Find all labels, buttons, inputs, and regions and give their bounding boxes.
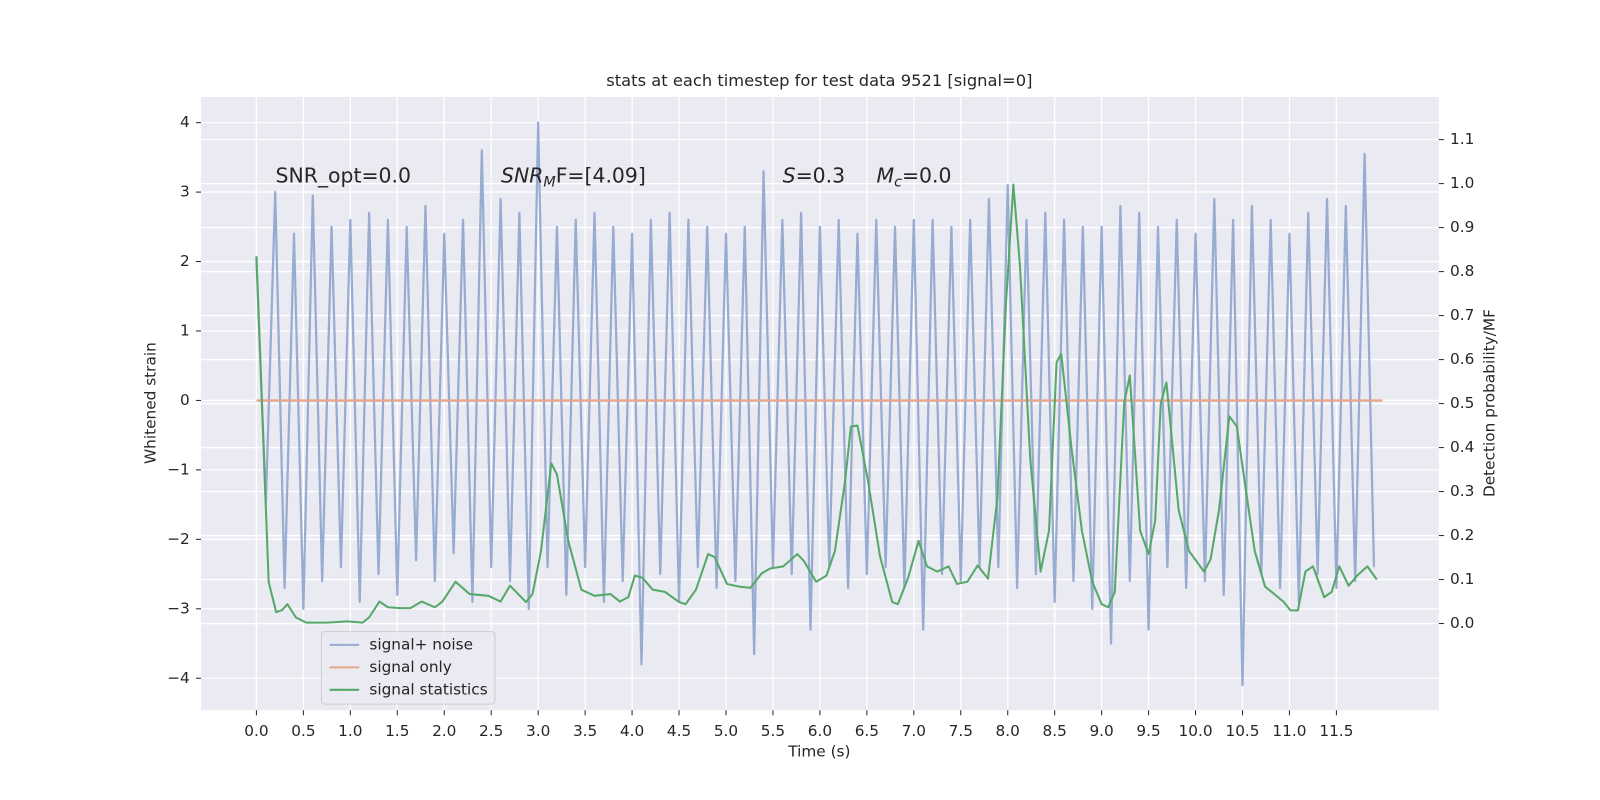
x-tick-label: 3.5 [573,722,597,740]
y2-tick-label: 0.8 [1450,262,1474,280]
x-tick-label: 6.0 [808,722,832,740]
annotation-text: F=[4.09] [556,164,646,188]
y-tick-label: −3 [167,599,190,617]
x-tick-label: 7.5 [949,722,973,740]
x-tick-label: 5.0 [714,722,738,740]
legend-label: signal+ noise [369,635,473,653]
y2-axis-label: Detection probability/MF [1480,309,1498,497]
annotation: Mc=0.0 [877,164,952,191]
annotation-text: S [783,164,796,188]
x-tick-label: 0.5 [291,722,315,740]
annotation: SNR_opt=0.0 [276,164,412,189]
x-tick-label: 10.5 [1225,722,1259,740]
annotation-text: SNR_opt=0.0 [276,164,412,189]
x-tick-label: 2.0 [432,722,456,740]
y2-tick-label: 0.5 [1450,394,1474,412]
y-tick-label: 1 [180,321,190,339]
y2-tick-label: 0.1 [1450,570,1474,588]
y2-tick-label: 0.0 [1450,614,1474,632]
x-tick-label: 11.0 [1272,722,1306,740]
y-tick-label: −2 [167,530,190,548]
legend-label: signal only [369,658,451,676]
x-tick-label: 4.0 [620,722,644,740]
annotation-text: =0.3 [796,164,846,188]
annotation-subscript: c [894,175,902,191]
x-axis-label: Time (s) [787,743,850,761]
x-tick-label: 2.5 [479,722,503,740]
y-tick-label: −4 [167,669,190,687]
x-tick-label: 7.0 [902,722,926,740]
y2-tick-label: 0.7 [1450,306,1474,324]
series-line [255,121,1376,687]
y2-tick-label: 0.4 [1450,438,1474,456]
y2-tick-label: 0.3 [1450,482,1474,500]
x-tick-label: 0.0 [244,722,268,740]
y2-tick-label: 0.9 [1450,218,1474,236]
x-tick-label: 3.0 [526,722,550,740]
y2-tick-label: 0.2 [1450,526,1474,544]
x-tick-label: 6.5 [855,722,879,740]
y-tick-label: 0 [180,391,190,409]
annotation-subscript: M [543,175,555,191]
x-tick-label: 5.5 [761,722,785,740]
chart-title: stats at each timestep for test data 952… [606,71,1032,90]
y-tick-label: 4 [180,113,190,131]
y2-tick-label: 0.6 [1450,350,1474,368]
x-tick-label: 9.0 [1089,722,1113,740]
x-tick-label: 9.5 [1136,722,1160,740]
x-tick-label: 1.0 [338,722,362,740]
x-tick-label: 10.0 [1179,722,1213,740]
annotation: SNRMF=[4.09] [501,164,646,191]
annotation-text: SNR [501,164,543,188]
x-tick-label: 8.5 [1043,722,1067,740]
plot [255,121,1383,687]
series-line [255,183,1378,624]
legend: signal+ noise signal only signal statistic… [320,631,496,705]
y-tick-label: 2 [180,252,190,270]
y-tick-label: −1 [167,460,190,478]
x-tick-label: 8.0 [996,722,1020,740]
y2-tick-label: 1.1 [1450,130,1474,148]
legend-box [320,631,496,705]
annotation-text: M [877,164,895,188]
legend-label: signal statistics [369,680,487,698]
annotation: S=0.3 [783,164,845,188]
y2-tick-label: 1.0 [1450,174,1474,192]
x-tick-label: 1.5 [385,722,409,740]
x-tick-label: 4.5 [667,722,691,740]
annotation-text: =0.0 [902,164,952,188]
x-tick-label: 11.5 [1319,722,1353,740]
y-axis-label: Whitened strain [142,342,160,464]
y-tick-label: 3 [180,183,190,201]
axes: 0.0 0.5 1.0 1.5 2.0 2.5 3.0 3.5 4.0 4.5 5.0 5.5 6.0 6… [167,113,1474,740]
